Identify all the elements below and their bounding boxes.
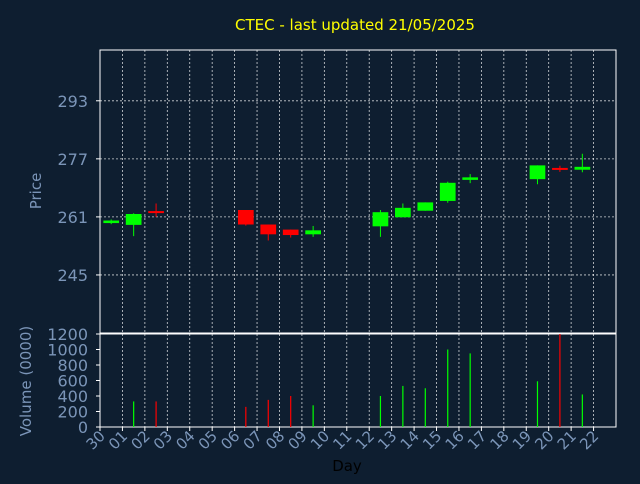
candle-body bbox=[529, 165, 546, 180]
price-axis-label: Price bbox=[27, 173, 45, 210]
candle-body bbox=[125, 213, 142, 225]
x-tick-labels: 3001020304050607080910111213141516171819… bbox=[83, 427, 602, 453]
price-tick-label: 245 bbox=[57, 266, 88, 285]
volume-tick-label: 800 bbox=[57, 356, 88, 375]
x-tick-label: 22 bbox=[576, 427, 602, 453]
volume-tick-label: 0 bbox=[78, 418, 88, 437]
volume-tick-label: 600 bbox=[57, 372, 88, 391]
volume-plot-frame bbox=[99, 333, 617, 428]
volume-tick-label: 400 bbox=[57, 387, 88, 406]
candle-body bbox=[439, 182, 456, 201]
price-plot-frame bbox=[99, 49, 617, 334]
x-axis-label: Day bbox=[332, 457, 362, 475]
volume-axis-label: Volume (0000) bbox=[17, 326, 35, 436]
candle-body bbox=[462, 177, 479, 180]
candle-body bbox=[260, 224, 277, 235]
candle-body bbox=[417, 202, 434, 211]
candle-body bbox=[305, 230, 321, 235]
price-tick-label: 277 bbox=[57, 150, 88, 169]
candle-body bbox=[574, 166, 591, 170]
candle-body bbox=[282, 229, 299, 236]
volume-tick-label: 1200 bbox=[47, 325, 88, 344]
price-tick-label: 261 bbox=[57, 208, 88, 227]
candle-body bbox=[103, 220, 120, 224]
candle-body bbox=[395, 207, 411, 218]
volume-tick-label: 1000 bbox=[47, 341, 88, 360]
volume-tick-label: 200 bbox=[57, 403, 88, 422]
price-tick-label: 293 bbox=[57, 92, 88, 111]
price-panel: 245 261 277 293 bbox=[57, 49, 617, 334]
candle-body bbox=[148, 211, 164, 214]
candle-body bbox=[552, 167, 568, 170]
chart-title: CTEC - last updated 21/05/2025 bbox=[235, 16, 475, 34]
candle-body bbox=[237, 210, 254, 225]
candle-body bbox=[372, 212, 389, 227]
